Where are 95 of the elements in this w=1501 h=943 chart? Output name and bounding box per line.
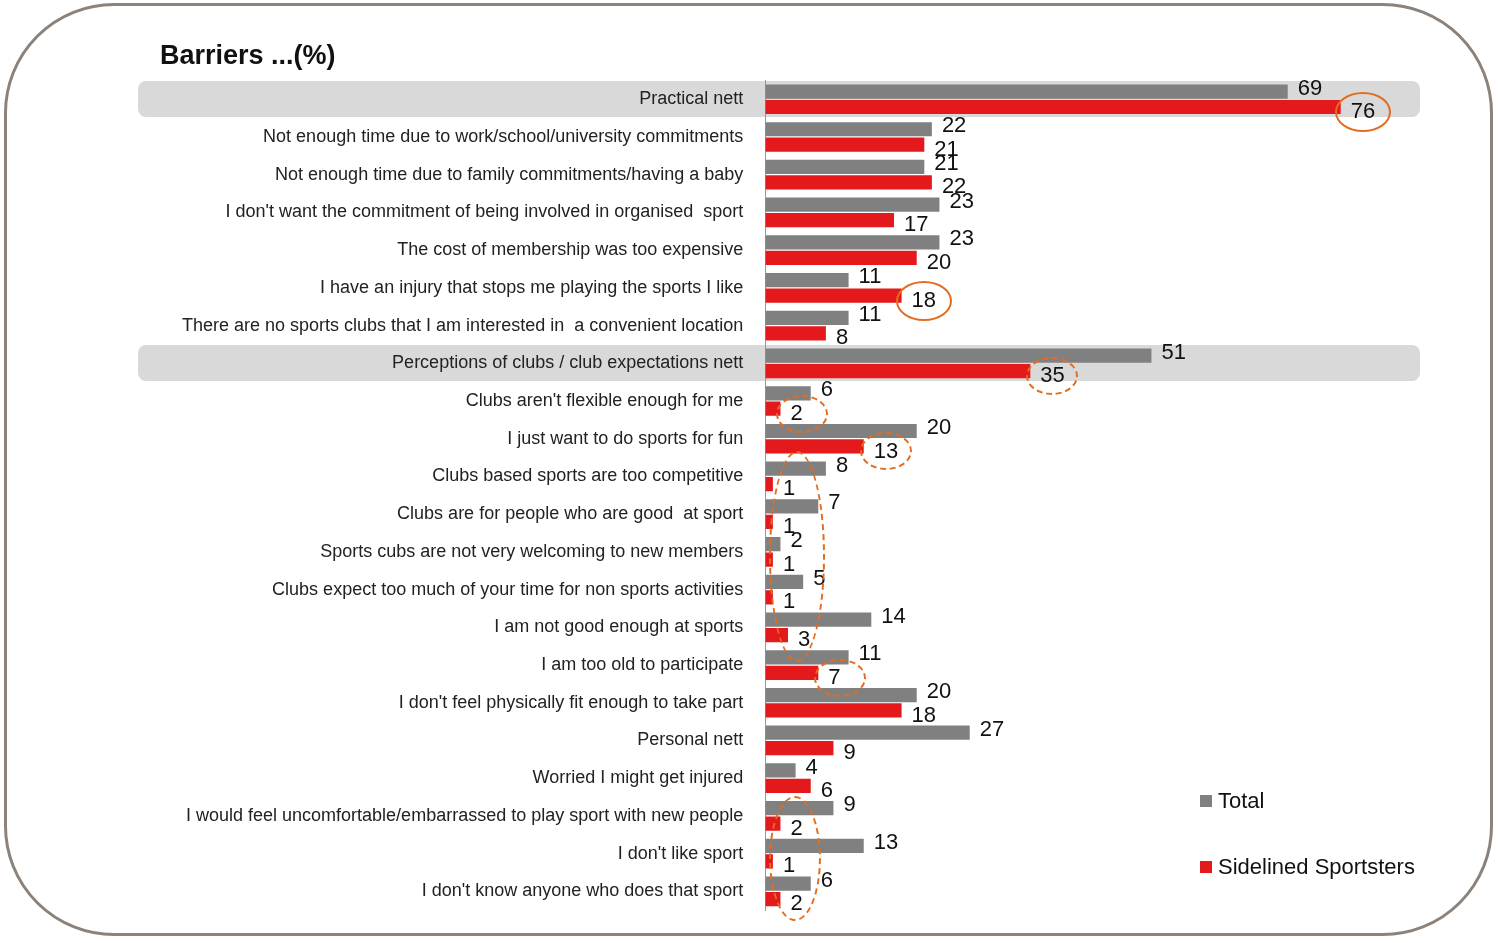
data-label: 14 [881, 602, 906, 628]
y-tick-label: Clubs based sports are too competitive [432, 465, 744, 486]
bar [765, 137, 925, 152]
data-label: 17 [904, 211, 929, 237]
legend-label: Sidelined Sportsters [1217, 853, 1415, 881]
data-label: 11 [858, 640, 882, 666]
bar [765, 574, 804, 589]
bar [765, 499, 819, 514]
bar [765, 423, 917, 439]
y-tick-label: Practical nett [639, 88, 744, 109]
data-label: 7 [828, 489, 841, 515]
data-label: 7 [828, 663, 841, 689]
data-label: 2 [790, 814, 803, 840]
y-tick-label: Clubs expect too much of your time for non sports activities [272, 578, 744, 599]
data-label: 20 [926, 678, 952, 704]
bar [765, 273, 849, 288]
data-label: 1 [782, 550, 796, 576]
y-tick-label: I am not good enough at sports [494, 616, 744, 637]
bar [765, 175, 932, 190]
data-label: 6 [820, 776, 833, 802]
data-label: 3 [798, 626, 811, 652]
bar [765, 461, 826, 476]
data-label: 18 [911, 701, 937, 727]
bar [765, 84, 1288, 99]
bar [765, 741, 834, 756]
data-label: 4 [805, 753, 818, 779]
bar [765, 725, 970, 740]
data-label: 1 [782, 475, 796, 501]
bar [765, 838, 864, 853]
bar [765, 477, 773, 492]
bar [765, 763, 796, 778]
legend-label: Total [1217, 787, 1266, 815]
data-label: 11 [858, 300, 882, 326]
bar [765, 99, 1341, 115]
y-tick-label: Clubs are for people who are good at sport [397, 503, 744, 524]
bar [765, 235, 940, 250]
bar [765, 363, 1031, 379]
bar [765, 288, 902, 303]
y-tick-label: I am too old to participate [541, 654, 744, 674]
data-label: 8 [835, 451, 849, 477]
data-label: 9 [843, 739, 856, 765]
bar [765, 439, 864, 454]
bar [765, 159, 925, 175]
data-label: 18 [911, 286, 937, 312]
bar [765, 687, 917, 703]
y-tick-label: I don't want the commitment of being involved in organised sport [225, 201, 744, 222]
data-label: 76 [1350, 98, 1376, 124]
data-label: 6 [820, 866, 833, 892]
data-label: 11 [858, 263, 882, 289]
bar [765, 122, 932, 137]
bar [765, 310, 849, 325]
data-label: 13 [873, 437, 899, 463]
data-label: 5 [813, 564, 826, 590]
bar [765, 348, 1152, 363]
data-label: 2 [790, 890, 803, 916]
bar [765, 876, 811, 891]
y-tick-label: Perceptions of clubs / club expectations nett [392, 352, 744, 373]
y-tick-label: Clubs aren't flexible enough for me [465, 389, 744, 410]
y-tick-label: I would feel uncomfortable/embarrassed to play sport with new people [186, 804, 744, 825]
bar [765, 665, 819, 680]
data-label: 9 [843, 791, 856, 817]
bar [765, 612, 872, 627]
bar [765, 778, 811, 794]
y-tick-label: I don't feel physically fit enough to take part [398, 691, 744, 712]
data-label: 51 [1161, 338, 1186, 364]
y-tick-label: Sports cubs are not very welcoming to new members [320, 540, 744, 561]
y-tick-label: I have an injury that stops me playing the sports I like [320, 276, 744, 297]
data-label: 23 [949, 225, 974, 251]
y-tick-label: I don't know anyone who does that sport [421, 880, 744, 901]
y-tick-label: The cost of membership was too expensive [397, 239, 744, 260]
data-label: 69 [1297, 74, 1323, 100]
data-label: 20 [926, 248, 952, 274]
data-label: 35 [1040, 362, 1065, 388]
bar [765, 326, 826, 341]
bar [765, 703, 902, 718]
y-tick-label: I just want to do sports for fun [507, 427, 744, 448]
data-label: 20 [926, 414, 952, 440]
data-label: 6 [820, 376, 833, 402]
y-tick-label: I don't like sport [617, 842, 744, 863]
data-label: 22 [941, 112, 967, 138]
data-label: 8 [835, 324, 849, 350]
text: Barriers ...(%) [160, 39, 336, 70]
data-label: 27 [979, 715, 1005, 741]
data-label: 1 [782, 852, 796, 878]
y-tick-label: Not enough time due to family commitments/having a baby [275, 163, 744, 184]
y-tick-label: Not enough time due to work/school/university commitments [263, 125, 744, 146]
data-label: 1 [782, 588, 796, 614]
y-tick-label: There are no sports clubs that I am interested in a convenient location [181, 314, 744, 335]
data-label: 13 [873, 828, 899, 854]
y-tick-label: Personal nett [637, 729, 744, 750]
data-label: 2 [790, 399, 803, 425]
bar [765, 213, 895, 228]
y-tick-label: Worried I might get injured [532, 767, 744, 788]
bar [765, 250, 917, 265]
bar [765, 197, 940, 212]
